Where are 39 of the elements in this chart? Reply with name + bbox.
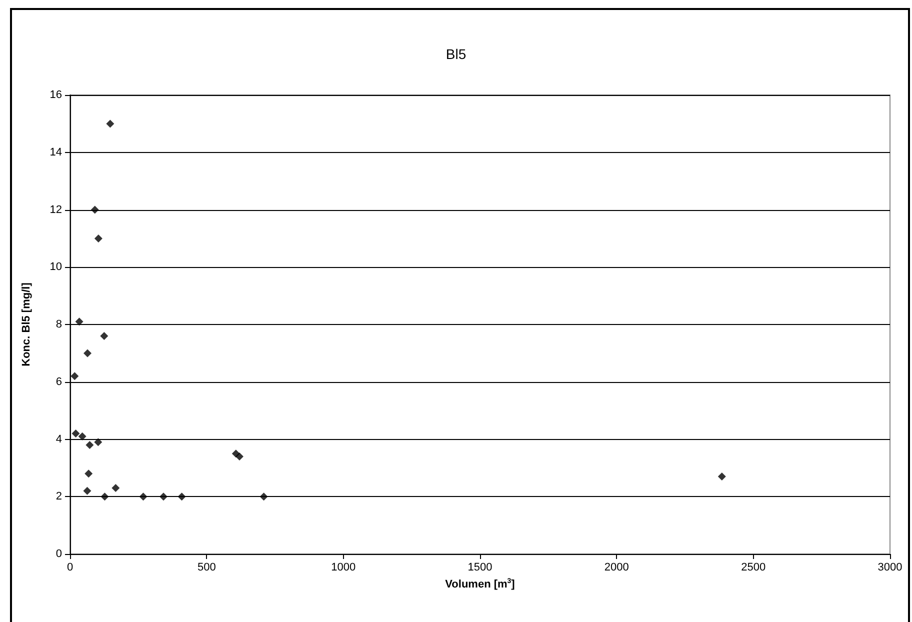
y-tick-label: 8 [56,318,62,330]
point [178,492,186,501]
y-tick-label: 10 [50,261,62,274]
point [72,430,80,438]
point [84,470,93,478]
y-axis-title: Konc. Bl5 [mg/l] [20,282,32,366]
y-tick-label: 14 [50,146,62,158]
x-tick-label: 3000 [878,562,902,574]
point [106,120,114,128]
point [90,206,99,214]
point [235,452,244,460]
chart-title: Bl5 [446,46,466,62]
point [83,349,92,358]
point [718,472,726,481]
y-tick-label: 2 [56,490,62,503]
point [159,492,168,501]
x-tick-label: 1500 [468,562,492,574]
y-tick-label: 6 [56,376,62,388]
point [112,484,120,492]
point [70,372,79,380]
y-tick-label: 0 [56,548,62,560]
y-tick-label: 4 [56,433,62,446]
point [86,440,94,449]
point [83,486,92,495]
x-tick-label: 0 [66,562,74,574]
x-tick-label: 2000 [604,562,629,574]
point [94,438,102,446]
point [139,492,148,501]
y-tick-label: 16 [50,89,62,101]
point [260,492,268,501]
y-tick-label: 12 [50,204,62,216]
point [100,492,109,501]
point [78,432,86,440]
point [100,332,108,340]
point [94,234,102,242]
x-tick-label: 1000 [331,562,356,574]
x-tick-label: 2500 [741,562,766,574]
point [75,318,84,326]
x-tick-label: 500 [197,562,216,574]
